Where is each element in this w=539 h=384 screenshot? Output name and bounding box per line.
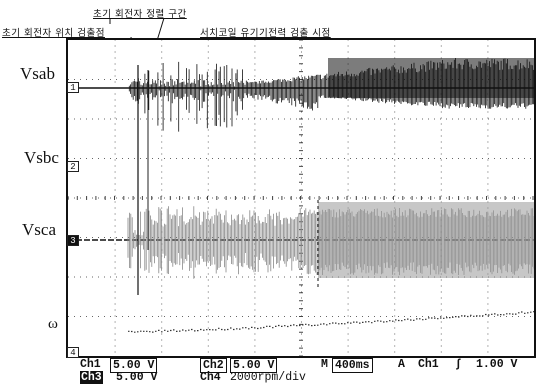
trace-vsca-envelope: [318, 202, 534, 278]
trigger-level[interactable]: 1.00 V: [476, 358, 518, 371]
oscilloscope-screen: [66, 38, 536, 358]
trace-vsab-envelope: [328, 58, 534, 98]
trigger-source: Ch1: [418, 358, 439, 371]
graticule-center-ticks: [68, 40, 534, 356]
timebase-value[interactable]: 400ms: [332, 358, 373, 373]
status-bar: Ch1 5.00 V Ch2 5.00 V M 400ms A Ch1 ∫ 1.…: [66, 358, 539, 384]
channel-label-vsca: Vsca: [22, 220, 56, 239]
annotation-search-coil-detect: 서치코일 유기기전력 검출 시점: [200, 28, 331, 39]
channel-label-vsab: Vsab: [20, 64, 55, 83]
ch4-label: Ch4: [200, 371, 221, 384]
channel-label-vsbc: Vsbc: [24, 148, 59, 167]
ch4-marker[interactable]: 4: [67, 347, 79, 358]
trace-omega: [128, 311, 534, 333]
annotation-initial-rotor-detect: 초기 회전자 위치 검출점: [2, 28, 105, 39]
ch1-label: Ch1: [80, 358, 101, 371]
trigger-mode: A: [398, 358, 405, 371]
ch1-marker[interactable]: 1: [67, 82, 79, 93]
timebase-label: M: [321, 358, 328, 371]
ch1-scale[interactable]: 5.00 V: [110, 358, 158, 373]
ch3-label: Ch3: [80, 371, 103, 384]
ch2-label: Ch2: [200, 358, 227, 373]
channel-label-omega: ω: [48, 316, 58, 332]
ch3-marker[interactable]: 3: [67, 235, 79, 246]
ch2-scale[interactable]: 5.00 V: [230, 358, 278, 373]
annotation-initial-rotor-align: 초기 회전자 정렬 구간: [93, 9, 187, 20]
trigger-slope-icon: ∫: [455, 358, 462, 371]
ch3-scale[interactable]: 5.00 V: [116, 371, 158, 384]
ch2-marker[interactable]: 2: [67, 161, 79, 172]
waveform-traces: [68, 40, 534, 356]
ch4-scale[interactable]: 2000rpm/div: [230, 371, 306, 384]
